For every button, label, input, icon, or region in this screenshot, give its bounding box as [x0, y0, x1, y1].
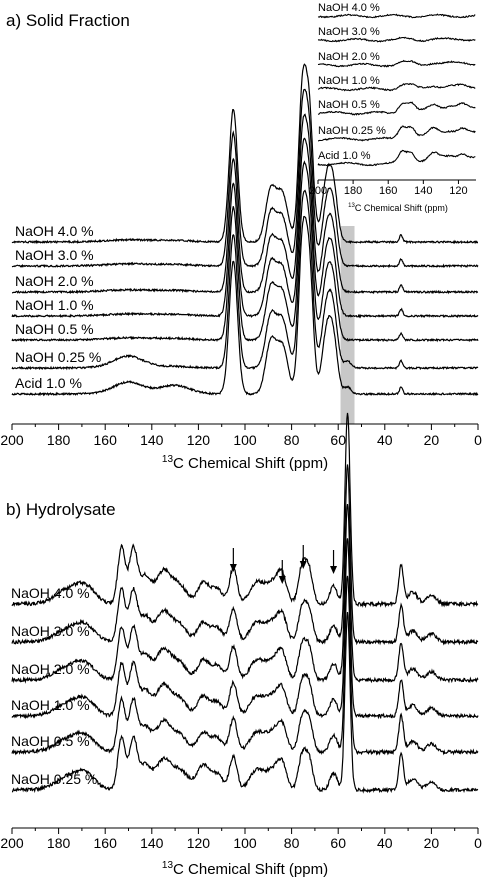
x-tick-label: 100 — [233, 432, 257, 448]
x-tick-label: 40 — [377, 835, 393, 851]
inset-x-tick-label: 120 — [449, 185, 467, 197]
series-label: NaOH 0.25 % — [15, 349, 101, 365]
inset-series-label: NaOH 0.25 % — [318, 125, 386, 137]
hydrolysate-legend: NaOH 4.0 % NaOH 3.0 % NaOH 2.0 % NaOH 1.0 %… — [11, 585, 97, 787]
x-tick-label: 160 — [94, 432, 118, 448]
spectrum-line — [11, 215, 479, 397]
spectrum-line — [11, 63, 478, 245]
x-tick-label: 0 — [474, 432, 482, 448]
panel-a-title: a) Solid Fraction — [6, 11, 130, 30]
x-tick-label: 40 — [377, 432, 393, 448]
inset-legend: NaOH 4.0 % NaOH 3.0 % NaOH 2.0 % NaOH 1.0 %… — [318, 2, 386, 162]
solid-fraction-traces — [11, 63, 479, 397]
spectrum-line — [11, 88, 479, 269]
inset-x-tick-label: 200 — [309, 185, 327, 197]
spectrum-line — [11, 538, 479, 720]
x-tick-label: 80 — [284, 835, 300, 851]
inset-series-label: NaOH 1.0 % — [318, 75, 380, 87]
x-tick-label: 140 — [140, 432, 164, 448]
solid-fraction-panel: a) Solid Fraction NaOH 4.0 %NaOH 3.0 %Na… — [0, 2, 482, 472]
series-label: NaOH 2.0 % — [11, 661, 90, 677]
inset-spectrum-line — [317, 149, 476, 167]
inset-spectrum-line — [317, 59, 476, 68]
inset-x-tick-label: 160 — [379, 185, 397, 197]
hydrolysate-traces — [11, 412, 479, 794]
x-tick-label: 200 — [0, 835, 24, 851]
x-axis-title: 13C Chemical Shift (ppm) — [162, 454, 328, 472]
series-label: NaOH 1.0 % — [15, 297, 94, 313]
inset-series-label: NaOH 0.5 % — [318, 99, 380, 111]
series-label: NaOH 0.25 % — [11, 771, 97, 787]
series-label: NaOH 1.0 % — [11, 697, 90, 713]
spectrum-line — [11, 412, 479, 609]
hydrolysate-arrows — [229, 545, 338, 584]
inset-x-tick-label: 180 — [344, 185, 362, 197]
x-tick-label: 0 — [474, 835, 482, 851]
arrow-head — [299, 561, 307, 569]
spectrum-line — [12, 113, 479, 295]
x-axis-ticks: 200 180 160 140 120 100 80 60 40 20 0 — [0, 424, 482, 448]
series-label: NaOH 4.0 % — [15, 223, 94, 239]
x-tick-label: 180 — [47, 432, 71, 448]
inset-spectrum-line — [317, 101, 476, 116]
x-tick-label: 60 — [330, 432, 346, 448]
x-axis-title: 13C Chemical Shift (ppm) — [162, 860, 328, 878]
spectrum-line — [11, 189, 479, 371]
x-axis-ticks: 200 180 160 140 120 100 80 60 40 20 0 — [0, 828, 482, 851]
spectrum-line — [11, 504, 479, 684]
panel-b-title: b) Hydrolysate — [6, 500, 116, 519]
inset-series-label: NaOH 2.0 % — [318, 51, 380, 63]
inset-spectrum-line — [318, 125, 476, 142]
spectrum-line — [11, 464, 479, 646]
x-tick-label: 20 — [424, 432, 440, 448]
inset-spectrum-line — [317, 36, 476, 43]
series-label: Acid 1.0 % — [15, 375, 82, 391]
inset-spectrum-line — [317, 13, 476, 19]
x-tick-label: 160 — [94, 835, 118, 851]
series-label: NaOH 4.0 % — [11, 585, 90, 601]
arrow-head — [278, 576, 286, 584]
inset-traces — [317, 13, 476, 167]
inset-x-axis-title: 13C Chemical Shift (ppm) — [348, 203, 448, 213]
x-tick-label: 20 — [424, 835, 440, 851]
inset-plot: NaOH 4.0 % NaOH 3.0 % NaOH 2.0 % NaOH 1.0 %… — [309, 2, 476, 213]
inset-series-label: Acid 1.0 % — [318, 150, 371, 162]
spectrum-line — [11, 137, 479, 319]
series-label: NaOH 2.0 % — [15, 273, 94, 289]
series-label: NaOH 3.0 % — [11, 623, 90, 639]
x-tick-label: 100 — [233, 835, 257, 851]
solid-fraction-legend: NaOH 4.0 % NaOH 3.0 % NaOH 2.0 % NaOH 1.0 %… — [15, 223, 101, 391]
inset-x-axis-ticks: 200 180 160 140 120 — [309, 180, 468, 197]
shaded-region — [340, 226, 355, 424]
series-label: NaOH 0.5 % — [11, 733, 90, 749]
x-tick-label: 120 — [187, 835, 211, 851]
arrow-head — [229, 564, 237, 572]
inset-series-label: NaOH 4.0 % — [318, 2, 380, 14]
arrow-head — [330, 566, 338, 574]
hydrolysate-panel: b) Hydrolysate NaOH 4.0 %NaOH 3.0 %NaOH … — [0, 412, 482, 878]
x-tick-label: 120 — [187, 432, 211, 448]
inset-series-label: NaOH 3.0 % — [318, 26, 380, 38]
inset-spectrum-line — [317, 82, 476, 92]
spectrum-line — [11, 160, 479, 343]
spectrum-line — [11, 575, 479, 756]
series-label: NaOH 0.5 % — [15, 321, 94, 337]
x-tick-label: 140 — [140, 835, 164, 851]
inset-x-tick-label: 140 — [414, 185, 432, 197]
x-tick-label: 80 — [284, 432, 300, 448]
spectrum-line — [11, 612, 479, 794]
series-label: NaOH 3.0 % — [15, 247, 94, 263]
x-tick-label: 60 — [330, 835, 346, 851]
x-tick-label: 200 — [0, 432, 24, 448]
x-tick-label: 180 — [47, 835, 71, 851]
